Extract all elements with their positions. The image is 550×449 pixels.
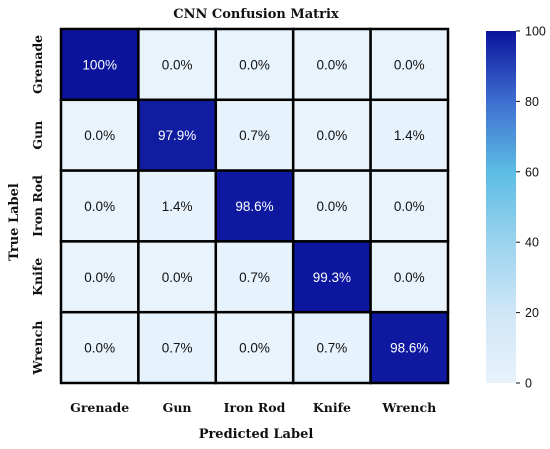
heatmap-cell (369, 310, 450, 385)
colorbar-tick-label: 100 (525, 25, 546, 39)
cell-value-label: 0.0% (84, 199, 115, 214)
colorbar-tick-label: 0 (525, 377, 532, 391)
cell-value-label: 0.0% (239, 341, 270, 356)
x-tick-label: Gun (163, 400, 192, 415)
cell-value-label: 0.0% (84, 270, 115, 285)
cell-value-label: 0.0% (317, 199, 348, 214)
cell-value-label: 0.0% (394, 270, 425, 285)
cell-value-label: 1.4% (162, 199, 193, 214)
x-axis-label: Predicted Label (199, 427, 314, 442)
cell-value-label: 100% (82, 57, 117, 72)
chart-title: CNN Confusion Matrix (173, 7, 339, 22)
heatmap-cell (291, 240, 372, 314)
cell-value-label: 0.0% (162, 270, 193, 285)
cell-value-label: 0.0% (317, 57, 348, 72)
heatmap-cell (137, 310, 218, 385)
y-axis-label: True Label (7, 183, 22, 261)
y-tick-labels: Grenade Gun Iron Rod Knife Wrench (30, 35, 45, 376)
x-tick-label: Knife (313, 400, 351, 415)
y-tick-label: Grenade (30, 35, 45, 94)
heatmap-cell (59, 310, 140, 385)
cell-value-label: 0.7% (239, 128, 270, 143)
heatmap-cell (291, 169, 372, 243)
y-tick-label: Gun (30, 121, 45, 150)
y-tick-label: Iron Rod (30, 175, 45, 237)
cell-value-label: 0.0% (317, 128, 348, 143)
heatmap-cell (137, 240, 218, 314)
cell-value-label: 1.4% (394, 128, 425, 143)
colorbar-tick-label: 20 (525, 306, 539, 320)
x-tick-label: Wrench (381, 400, 436, 415)
cell-value-label: 0.0% (84, 341, 115, 356)
x-tick-label: Iron Rod (224, 400, 286, 415)
heatmap-cell (214, 310, 295, 385)
x-tick-labels: Grenade Gun Iron Rod Knife Wrench (70, 400, 436, 415)
colorbar (486, 31, 516, 383)
x-tick-label: Grenade (70, 400, 129, 415)
colorbar-ticks: 0 20 40 60 80 100 (516, 25, 546, 391)
cell-value-label: 0.0% (84, 128, 115, 143)
colorbar-tick-label: 40 (525, 236, 539, 250)
colorbar-tick-label: 80 (525, 95, 539, 109)
y-tick-label: Knife (30, 258, 45, 296)
heatmap-cell (137, 169, 218, 243)
heatmap-cell (214, 98, 295, 172)
heatmap-cell (59, 98, 140, 172)
y-tick-label: Wrench (30, 321, 45, 376)
cell-value-label: 0.7% (317, 341, 348, 356)
heatmap-cell (369, 240, 450, 314)
heatmap-cell (59, 27, 140, 102)
cell-value-label: 0.7% (239, 270, 270, 285)
heatmap-cells (59, 27, 450, 385)
cell-value-label: 99.3% (313, 270, 351, 285)
heatmap-cell (59, 240, 140, 314)
cell-value-label: 0.0% (239, 57, 270, 72)
heatmap-cell-labels: 100% 0.0% 0.0% 0.0% 0.0% 0.0% 97.9% 0.7% 0.0% 1.4… (82, 57, 428, 355)
cell-value-label: 0.0% (394, 57, 425, 72)
heatmap-cell (369, 98, 450, 172)
cell-value-label: 98.6% (390, 341, 428, 356)
cell-value-label: 0.0% (162, 57, 193, 72)
colorbar-tick-label: 60 (525, 165, 539, 179)
cell-value-label: 97.9% (158, 128, 196, 143)
cell-value-label: 98.6% (235, 199, 273, 214)
cell-value-label: 0.0% (394, 199, 425, 214)
cell-value-label: 0.7% (162, 341, 193, 356)
